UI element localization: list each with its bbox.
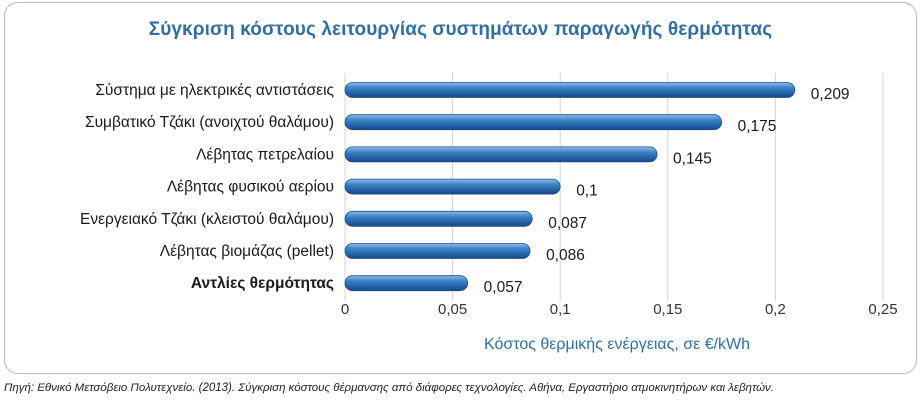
x-tick-label: 0,05 [438, 301, 467, 318]
x-tick-label: 0 [341, 301, 349, 318]
value-label: 0,087 [548, 215, 587, 232]
category-label: Ενεργειακό Τζάκι (κλειστού θαλάμου) [80, 211, 334, 228]
bar [344, 243, 531, 259]
category-label: Λέβητας φυσικού αερίου [167, 179, 334, 196]
bar [344, 210, 533, 227]
x-tick-label: 0,15 [653, 301, 682, 318]
value-label: 0,209 [811, 86, 850, 103]
value-label: 0,1 [576, 183, 598, 200]
bar [344, 178, 561, 195]
bar-chart: 0 0,05 0,1 0,15 0,2 0,25 Σύστημα με ηλεκτρικές… [80, 73, 898, 353]
value-label: 0,145 [673, 150, 712, 167]
category-label: Αντλίες θερμότητας [191, 275, 334, 292]
category-label: Λέβητας βιομάζας (pellet) [160, 243, 334, 260]
x-tick-label: 0,1 [550, 301, 571, 318]
x-tick-label: 0,2 [765, 301, 786, 318]
chart-frame: Σύγκριση κόστους λειτουργίας συστημάτων … [4, 2, 917, 374]
chart-title: Σύγκριση κόστους λειτουργίας συστημάτων … [148, 19, 773, 40]
value-label: 0,175 [738, 118, 777, 135]
value-label: 0,086 [546, 247, 585, 264]
bar [344, 146, 658, 163]
bar [344, 275, 469, 292]
bars [344, 82, 796, 292]
labels: 0 0,05 0,1 0,15 0,2 0,25 Σύστημα με ηλεκτρικές… [80, 82, 898, 353]
category-label: Συμβατικό Τζάκι (ανοιχτού θαλάμου) [85, 114, 334, 131]
category-label: Σύστημα με ηλεκτρικές αντιστάσεις [95, 82, 334, 99]
source-note: Πηγή: Εθνικό Μετσόβειο Πολυτεχνείο. (201… [4, 382, 774, 394]
bar [344, 82, 796, 98]
bar [344, 114, 723, 131]
value-label: 0,057 [484, 279, 523, 296]
x-tick-label: 0,25 [868, 301, 897, 318]
x-axis-title: Κόστος θερμικής ενέργειας, σε €/kWh [484, 336, 750, 353]
category-label: Λέβητας πετρελαίου [196, 146, 334, 163]
